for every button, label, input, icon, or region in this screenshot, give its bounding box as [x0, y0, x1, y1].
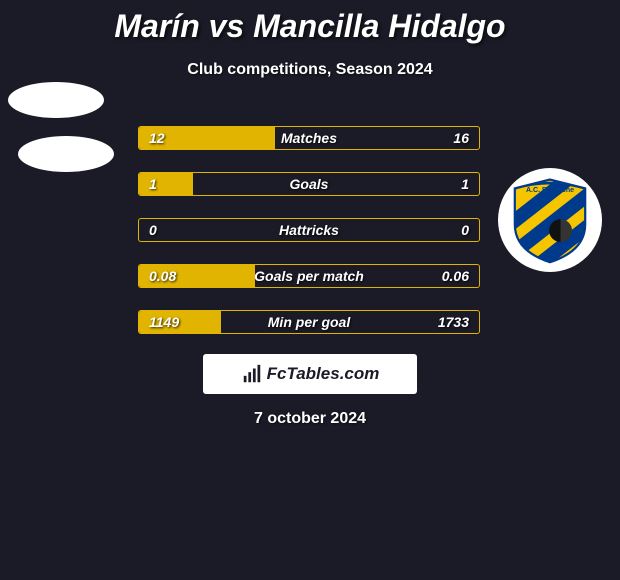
bar-fill-left: [139, 173, 193, 195]
bar-label: Hattricks: [279, 222, 339, 238]
bar-value-left: 0: [149, 222, 157, 238]
bar-value-right: 0.06: [442, 268, 469, 284]
bar-value-right: 0: [461, 222, 469, 238]
bar-label: Goals: [290, 176, 329, 192]
svg-text:A.C. Barneche: A.C. Barneche: [526, 187, 574, 194]
placeholder-ellipse-icon: [8, 82, 104, 118]
bar-label: Min per goal: [268, 314, 350, 330]
bar-value-left: 0.08: [149, 268, 176, 284]
stat-bar: 0.08 Goals per match 0.06: [138, 264, 480, 288]
stat-bar: 1149 Min per goal 1733: [138, 310, 480, 334]
bar-value-left: 1: [149, 176, 157, 192]
bar-value-left: 12: [149, 130, 165, 146]
placeholder-ellipse-icon: [18, 136, 114, 172]
bar-value-right: 1733: [438, 314, 469, 330]
page-subtitle: Club competitions, Season 2024: [0, 61, 620, 79]
bar-chart-icon: [241, 363, 263, 385]
update-date: 7 october 2024: [254, 410, 366, 428]
stat-bar: 12 Matches 16: [138, 126, 480, 150]
bar-value-right: 1: [461, 176, 469, 192]
bar-value-left: 1149: [149, 314, 179, 330]
brand-box: FcTables.com: [203, 354, 417, 394]
bar-label: Matches: [281, 130, 337, 146]
player-left-avatar-bottom: [18, 136, 122, 240]
brand-text: FcTables.com: [267, 364, 380, 384]
stat-bar: 1 Goals 1: [138, 172, 480, 196]
player-right-club-badge: A.C. Barneche: [498, 168, 602, 272]
bar-value-right: 16: [453, 130, 469, 146]
bar-label: Goals per match: [254, 268, 364, 284]
club-badge-icon: A.C. Barneche: [506, 176, 594, 264]
page-title: Marín vs Mancilla Hidalgo: [0, 0, 620, 45]
stat-bar: 0 Hattricks 0: [138, 218, 480, 242]
stats-bars: 12 Matches 16 1 Goals 1 0 Hattricks 0 0.08 Goals p…: [138, 126, 480, 356]
